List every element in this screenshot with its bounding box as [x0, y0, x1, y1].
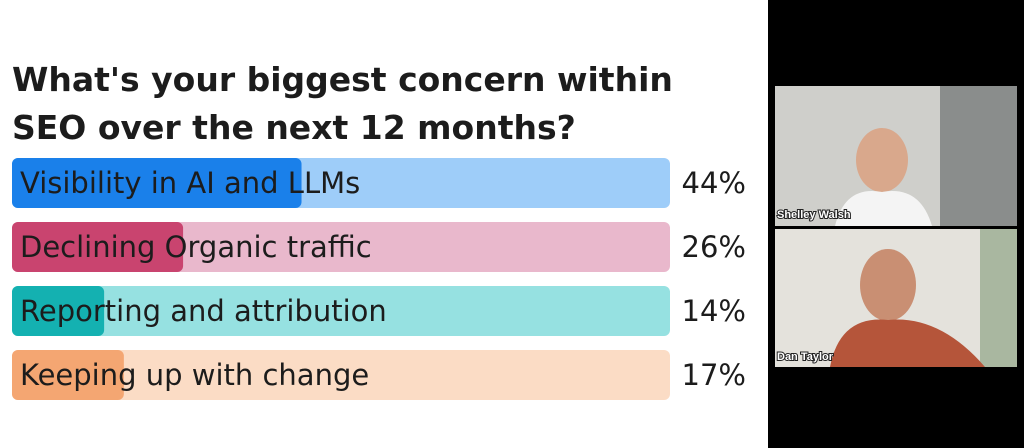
person-head	[856, 128, 908, 192]
value-label: 17%	[682, 358, 746, 392]
bar	[12, 350, 124, 400]
bar-track	[12, 350, 670, 400]
bar-label: Declining Organic traffic	[20, 230, 372, 264]
value-label: 44%	[682, 166, 746, 200]
bar-label: Visibility in AI and LLMs	[20, 166, 360, 200]
person-body	[835, 190, 932, 226]
participant-name: Shelley Walsh	[777, 209, 851, 221]
bar-label: Keeping up with change	[20, 358, 369, 392]
bar	[12, 286, 105, 336]
video-tile	[775, 86, 1017, 226]
video-background	[940, 86, 1017, 226]
bar-label: Reporting and attribution	[20, 294, 387, 328]
bar-track	[12, 286, 670, 336]
value-label: 14%	[682, 294, 746, 328]
chart-title: What's your biggest concern within SEO o…	[12, 60, 673, 147]
value-label: 26%	[682, 230, 746, 264]
person-body	[830, 319, 985, 367]
video-background	[980, 229, 1017, 367]
bar	[12, 222, 184, 272]
participant-name: Dan Taylor	[777, 351, 834, 363]
bar	[12, 158, 302, 208]
person-head	[860, 249, 916, 321]
video-tile	[775, 229, 1017, 367]
